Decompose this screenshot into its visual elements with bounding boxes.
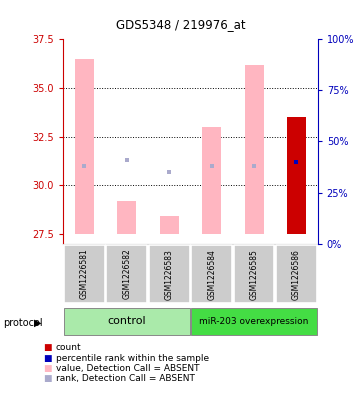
Text: value, Detection Call = ABSENT: value, Detection Call = ABSENT xyxy=(56,364,200,373)
Bar xyxy=(117,201,136,234)
FancyBboxPatch shape xyxy=(191,245,232,303)
FancyBboxPatch shape xyxy=(106,245,147,303)
FancyBboxPatch shape xyxy=(191,308,317,334)
Text: miR-203 overexpression: miR-203 overexpression xyxy=(199,317,309,326)
Text: GSM1226584: GSM1226584 xyxy=(207,249,216,299)
Bar xyxy=(202,127,221,234)
Bar xyxy=(160,217,179,234)
Text: ■: ■ xyxy=(43,343,51,352)
Text: rank, Detection Call = ABSENT: rank, Detection Call = ABSENT xyxy=(56,374,195,383)
FancyBboxPatch shape xyxy=(64,245,105,303)
FancyBboxPatch shape xyxy=(64,308,190,334)
Text: ■: ■ xyxy=(43,374,51,383)
Text: ■: ■ xyxy=(43,364,51,373)
Bar xyxy=(75,59,94,234)
Text: ▶: ▶ xyxy=(34,318,42,328)
Text: control: control xyxy=(108,316,146,326)
Bar xyxy=(287,117,306,234)
FancyBboxPatch shape xyxy=(234,245,274,303)
Text: GSM1226583: GSM1226583 xyxy=(165,249,174,299)
Text: GSM1226581: GSM1226581 xyxy=(80,249,89,299)
Text: GSM1226582: GSM1226582 xyxy=(122,249,131,299)
Text: GSM1226586: GSM1226586 xyxy=(292,249,301,299)
Text: count: count xyxy=(56,343,82,352)
Text: ■: ■ xyxy=(43,354,51,362)
Bar xyxy=(244,64,264,234)
Text: GSM1226585: GSM1226585 xyxy=(249,249,258,299)
FancyBboxPatch shape xyxy=(149,245,190,303)
Text: protocol: protocol xyxy=(4,318,43,328)
Text: GDS5348 / 219976_at: GDS5348 / 219976_at xyxy=(116,18,245,31)
Bar xyxy=(287,117,306,234)
Text: percentile rank within the sample: percentile rank within the sample xyxy=(56,354,209,362)
FancyBboxPatch shape xyxy=(276,245,317,303)
